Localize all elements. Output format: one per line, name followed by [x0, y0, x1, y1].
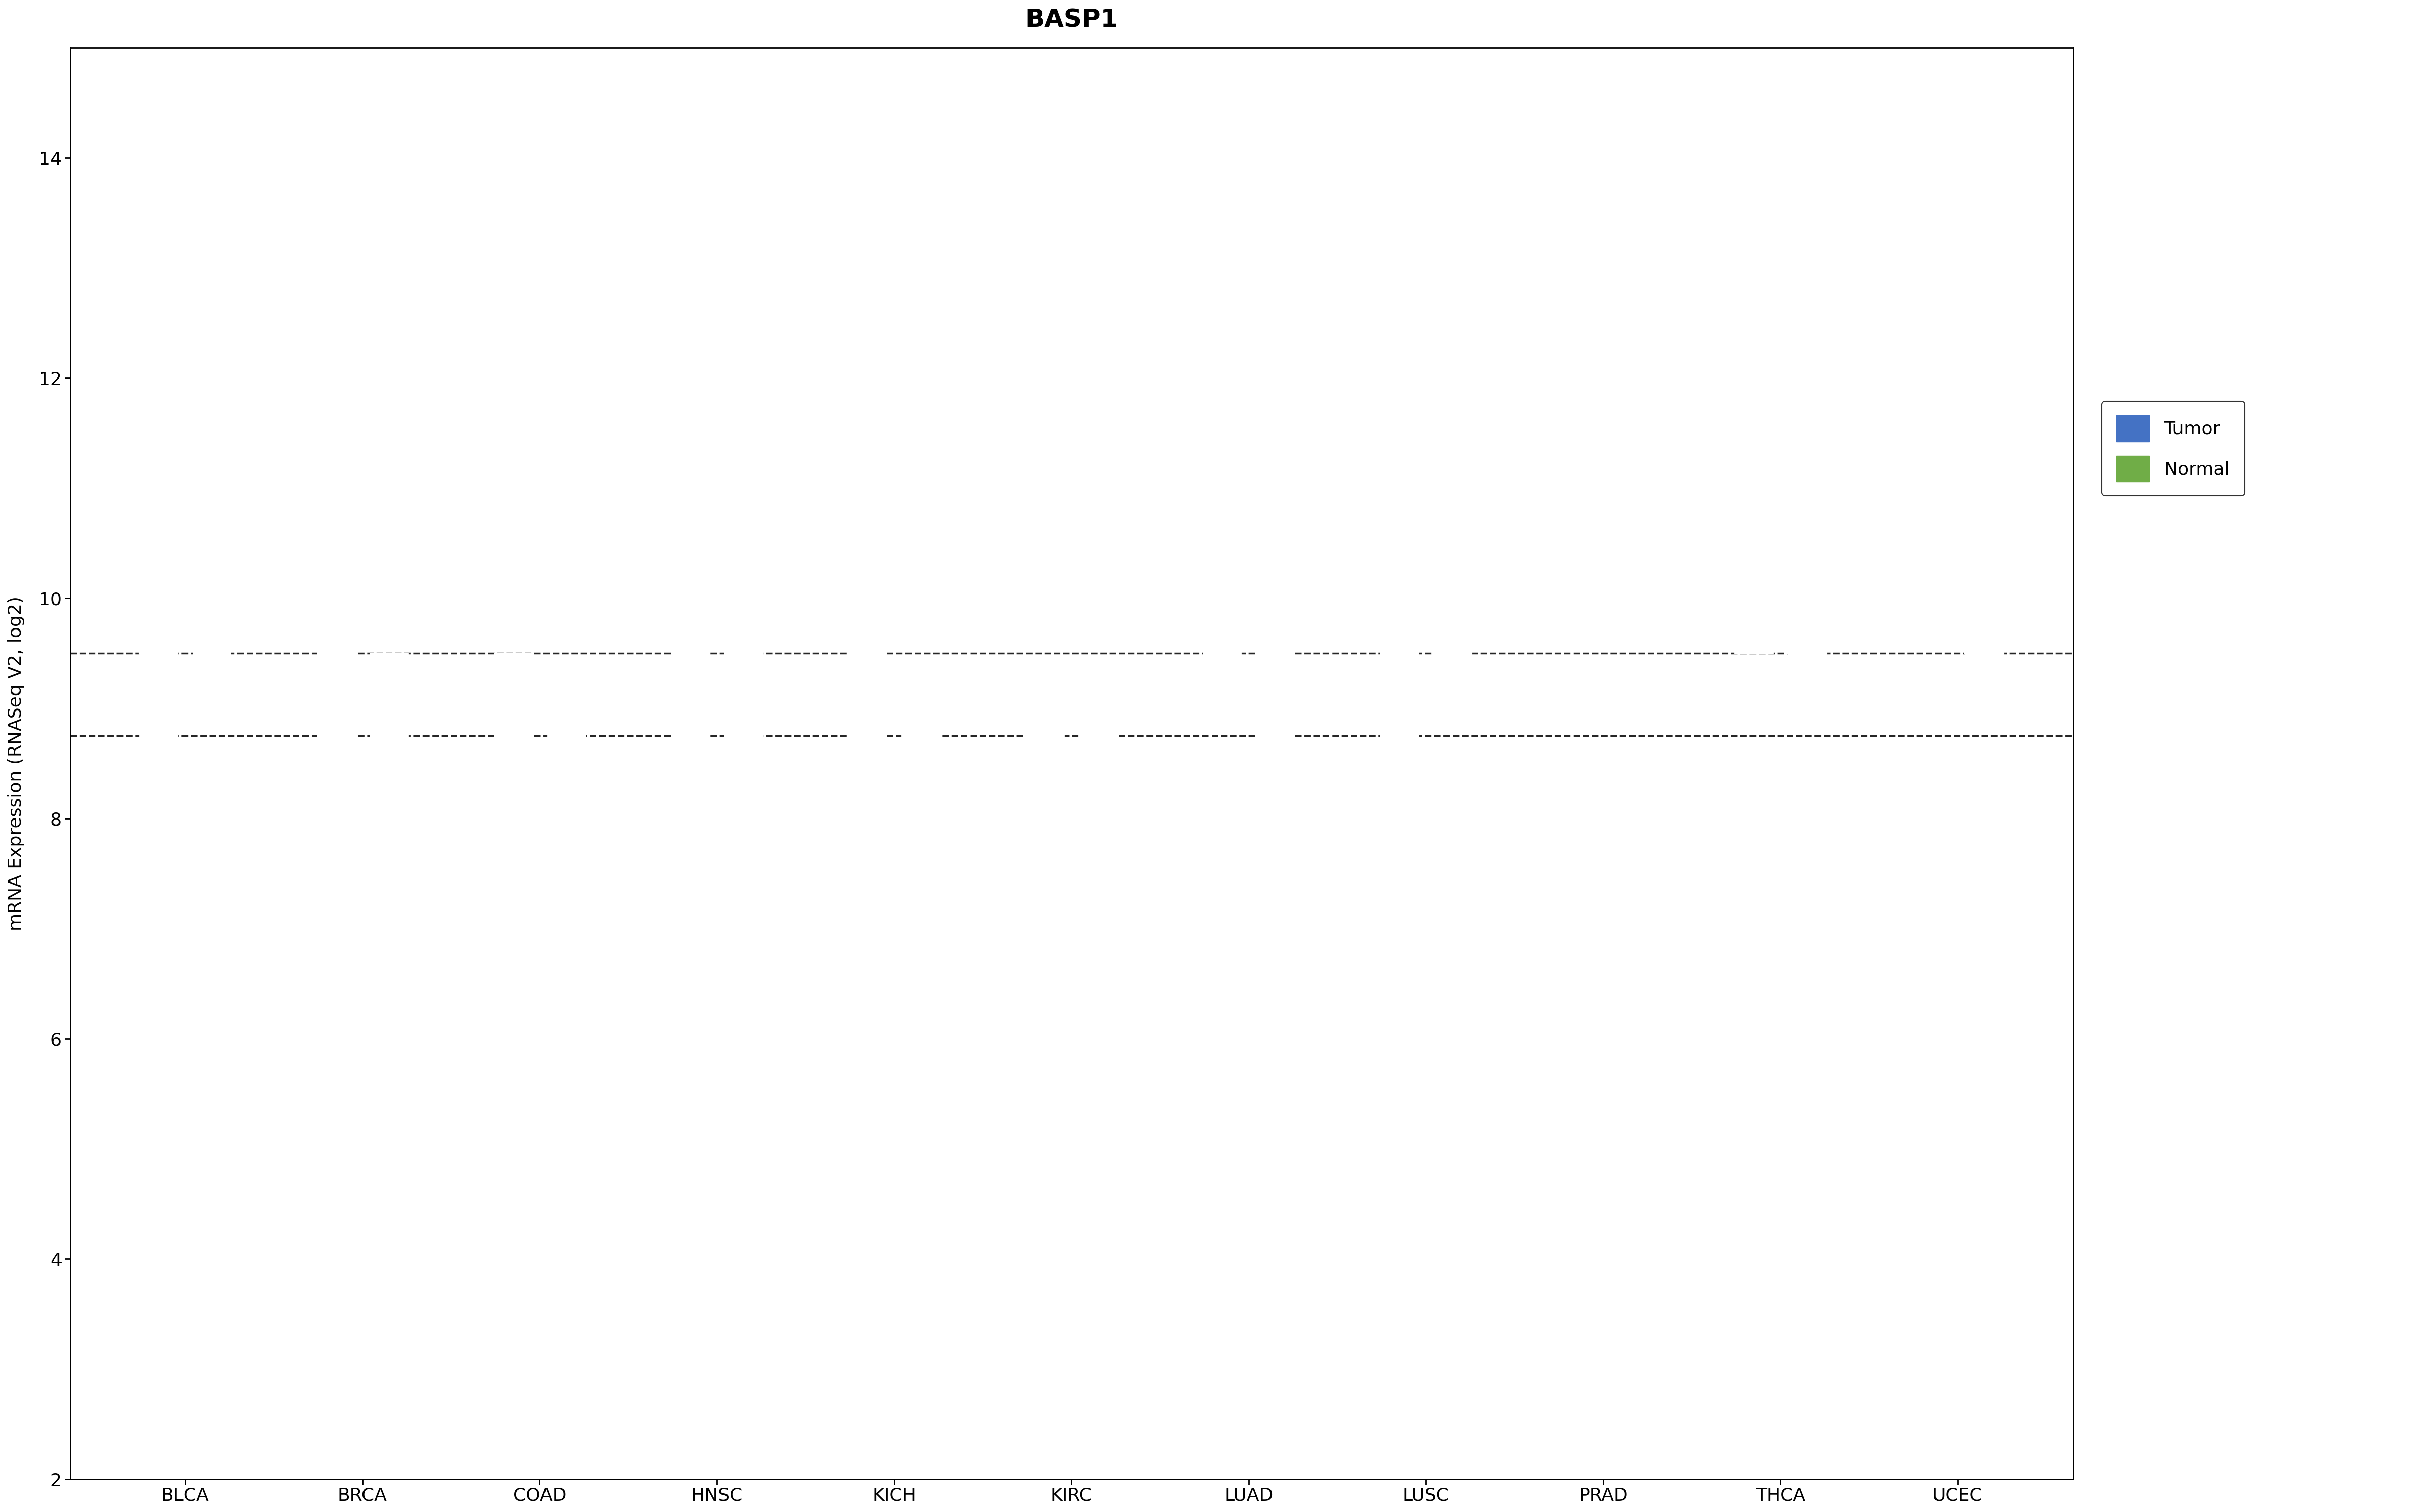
Bar: [849, 576, 886, 874]
Bar: [1256, 620, 1295, 786]
Bar: [1026, 709, 1065, 907]
Bar: [140, 543, 177, 764]
Bar: [370, 653, 409, 874]
Bar: [317, 599, 356, 797]
Bar: [494, 653, 532, 797]
Bar: [194, 565, 230, 686]
Bar: [1558, 432, 1595, 599]
Bar: [1912, 432, 1951, 620]
Bar: [1735, 488, 1774, 653]
Bar: [1379, 576, 1418, 797]
Y-axis label: mRNA Expression (RNASeq V2, log2): mRNA Expression (RNASeq V2, log2): [7, 596, 24, 931]
Bar: [1612, 401, 1648, 576]
Bar: [724, 599, 762, 786]
Legend: Tumor, Normal: Tumor, Normal: [2103, 401, 2243, 496]
Bar: [1788, 576, 1827, 730]
Bar: [1433, 576, 1471, 730]
Bar: [547, 730, 586, 874]
Bar: [670, 576, 709, 786]
Bar: [1965, 576, 2004, 730]
Bar: [903, 730, 939, 874]
Bar: [1079, 686, 1118, 841]
Title: BASP1: BASP1: [1026, 8, 1118, 32]
Bar: [1203, 488, 1241, 730]
